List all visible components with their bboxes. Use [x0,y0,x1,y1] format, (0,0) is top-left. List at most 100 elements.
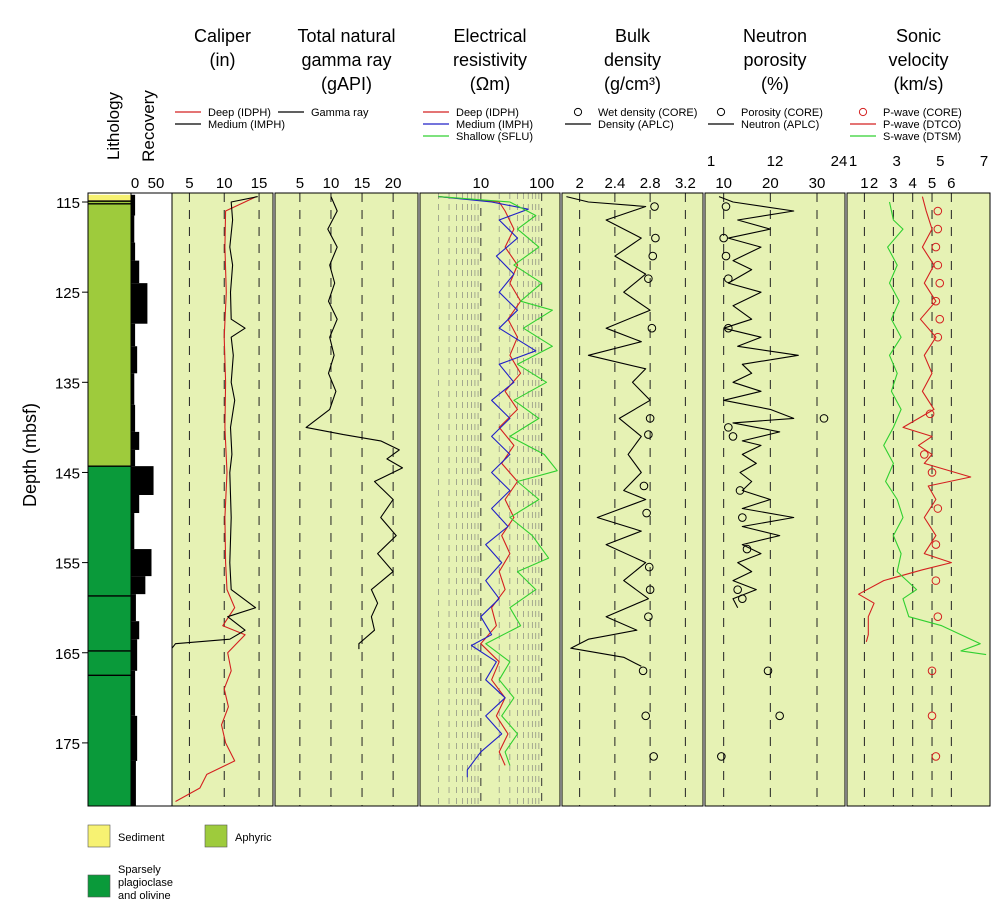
recovery-bar [131,621,140,640]
legend-label: Shallow (SFLU) [456,131,533,143]
recovery-bar [131,404,136,432]
tick-label: 1 [860,175,868,192]
recovery-bar [131,242,136,261]
track-2 [419,192,561,807]
series-porosity-core--point [763,666,773,676]
tick-label: 2.8 [640,175,661,192]
track-background [847,193,990,806]
series-p-wave-core--point [919,450,929,459]
top-tick-label: 7 [980,153,988,170]
recovery-bar [131,449,136,467]
series-p-wave-core--point [933,206,943,216]
track-0 [171,192,274,807]
series-porosity-core--point [717,752,726,761]
track-title-line: (Ωm) [470,74,510,94]
legend-marker [716,107,726,117]
recovery-bar [131,215,135,243]
recovery-bar [131,760,136,806]
recovery-bar [131,283,148,324]
series-wet-density-core--point [638,666,648,676]
legend-swatch-sediment [87,824,111,848]
series-wet-density-core--point [642,508,651,518]
series-wet-density-core--point [639,481,649,491]
series-p-wave-core--point [935,314,945,324]
top-tick-label: 5 [936,153,944,170]
recovery-bar [131,715,138,761]
track-axes: 5 10 15 5 10 15 20 10 100 2 2.4 2.8 3.2 10 20 301 12 241 2… [185,153,988,192]
recovery-bar [131,323,136,347]
depth-tick-label: 135 [55,375,80,392]
recovery-bar [131,431,140,450]
track-legends: Deep (IDPH)Medium (IMPH)Gamma ray Deep (I… [175,107,962,143]
series-density-aplc--line [566,196,651,667]
legend-swatch-sparsely [87,874,111,898]
recovery-bar [131,594,136,622]
series-p-wave-core--point [931,576,941,585]
depth-tick-label: 115 [56,195,80,212]
tick-label: 10 [216,175,233,192]
y-axis-label: Depth (mbsf) [20,403,40,507]
tick-label: 30 [809,175,826,192]
track-3 [561,192,704,807]
legend-label: Porosity (CORE) [741,107,823,119]
series-gamma-ray-line [305,196,404,650]
track-title-line: Neutron [743,26,807,46]
tick-label: 4 [909,175,917,192]
recovery-bar [131,576,146,595]
legend-label: Wet density (CORE) [598,107,697,119]
track-title-line: gamma ray [301,50,391,70]
series-wet-density-core--point [647,323,657,333]
lithology-column-label: Lithology [104,91,123,160]
tick-label: 10 [472,175,489,192]
depth-tick-label: 155 [55,556,80,573]
series-p-wave-core--point [933,332,943,342]
series-p-wave-core--point [935,278,945,288]
series-p-wave-core--point [931,242,941,252]
track-plots [171,192,991,807]
tick-label: 100 [529,175,554,192]
top-tick-label: 12 [767,153,784,170]
series-p-wave-core--point [927,666,937,676]
track-title-line: Electrical [453,26,526,46]
series-wet-density-core--point [644,274,653,283]
legend-swatch-aphyric [204,824,228,848]
track-frame [561,192,704,807]
track-background [172,193,273,806]
legend-label: Density (APLC) [598,119,674,131]
recovery-bar [131,639,138,671]
track-background [562,193,703,806]
series-porosity-core--point [733,585,742,594]
depth-axis: 115 125 135 145 155 165 175 [55,195,88,753]
track-background [275,193,418,806]
track-frame [846,192,991,807]
legend-label: Neutron (APLC) [741,119,819,131]
recovery-bar [131,670,136,716]
track-title-line: porosity [743,50,806,70]
track-title-line: Sonic [896,26,941,46]
series-p-wave-core--point [927,711,937,721]
series-porosity-core--point [775,711,784,721]
track-frame [704,192,846,807]
track-background [705,193,845,806]
series-porosity-core--point [721,202,731,211]
track-1 [274,192,419,807]
series-wet-density-core--point [644,562,654,572]
lithology-unit [88,466,131,806]
track-titles: Caliper (in) Total natural gamma ray (gAPI) E… [194,26,949,94]
tick-label: 15 [251,175,268,192]
tick-label: 15 [354,175,371,192]
series-p-wave-core--point [931,296,941,306]
legend-text-sparsely: plagioclase [118,877,173,889]
series-wet-density-core--point [644,430,653,439]
track-title-line: Total natural [297,26,395,46]
legend-marker [858,107,868,117]
legend-label: P-wave (DTCO) [883,119,961,131]
recovery-column: 0 50 [130,175,173,807]
series-p-wave-dtco--line [858,196,972,643]
track-title-line: (gAPI) [321,74,372,94]
track-frame [419,192,561,807]
track-title-line: (km/s) [894,74,944,94]
tick-label: 5 [185,175,193,192]
legend-label: S-wave (DTSM) [883,131,961,143]
legend-label: Medium (IMPH) [456,119,533,131]
